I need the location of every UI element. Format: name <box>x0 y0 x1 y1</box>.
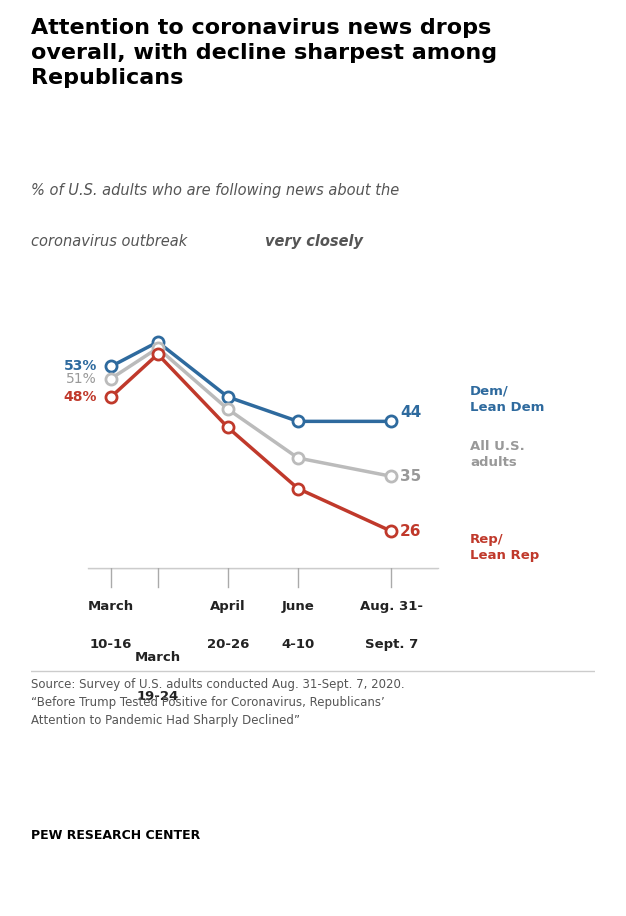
Text: Sept. 7: Sept. 7 <box>365 638 418 651</box>
Text: coronavirus outbreak: coronavirus outbreak <box>31 234 192 248</box>
Text: coronavirus outbreak: coronavirus outbreak <box>31 234 192 248</box>
Text: Aug. 31-: Aug. 31- <box>360 600 423 613</box>
Text: April: April <box>210 600 245 613</box>
Text: 53%: 53% <box>64 359 97 374</box>
Text: 4-10: 4-10 <box>281 638 315 651</box>
Text: 35: 35 <box>400 469 421 484</box>
Text: 10-16: 10-16 <box>90 638 132 651</box>
Text: June: June <box>282 600 314 613</box>
Text: 44: 44 <box>400 405 421 420</box>
Text: Source: Survey of U.S. adults conducted Aug. 31-Sept. 7, 2020.
“Before Trump Tes: Source: Survey of U.S. adults conducted … <box>31 678 405 726</box>
Text: % of U.S. adults who are following news about the: % of U.S. adults who are following news … <box>31 183 399 198</box>
Text: 51%: 51% <box>66 372 97 386</box>
Text: 20-26: 20-26 <box>207 638 249 651</box>
Text: very closely: very closely <box>265 234 363 248</box>
Text: March: March <box>135 651 181 664</box>
Text: March: March <box>88 600 134 613</box>
Text: 19-24: 19-24 <box>136 690 179 703</box>
Text: Dem/
Lean Dem: Dem/ Lean Dem <box>470 385 545 414</box>
Text: PEW RESEARCH CENTER: PEW RESEARCH CENTER <box>31 829 200 842</box>
Text: 48%: 48% <box>63 390 97 404</box>
Text: 26: 26 <box>400 524 421 539</box>
Text: Attention to coronavirus news drops
overall, with decline sharpest among
Republi: Attention to coronavirus news drops over… <box>31 18 498 88</box>
Text: All U.S.
adults: All U.S. adults <box>470 440 525 469</box>
Text: Rep/
Lean Rep: Rep/ Lean Rep <box>470 533 540 562</box>
